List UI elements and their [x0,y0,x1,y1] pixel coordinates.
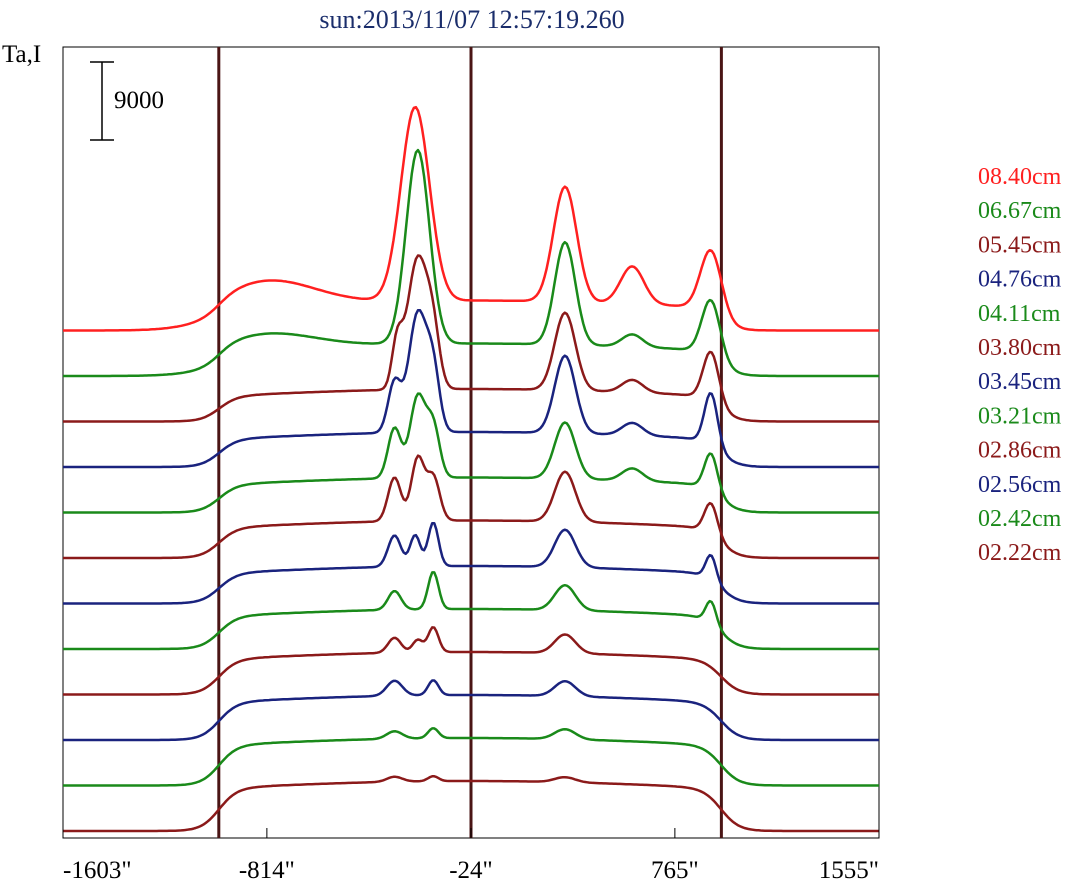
series-line-03.21cm [63,571,879,651]
x-tick-label: 765" [651,857,699,884]
series-line-08.40cm [63,105,879,332]
series-line-03.45cm [63,521,879,605]
legend-entry: 06.67cm [978,198,1062,224]
series-line-02.42cm [63,727,879,787]
legend-entry: 02.22cm [978,540,1062,566]
series-line-04.76cm [63,308,879,469]
legend-entry: 04.76cm [978,267,1062,293]
vertical-marker-lines [217,47,723,838]
x-tick-label: -814" [239,857,295,884]
y-axis-label: Ta,I [2,41,41,68]
legend-entry: 02.56cm [978,472,1062,498]
x-tick-label: -1603" [63,857,132,884]
series-line-06.67cm [63,148,879,378]
legend-entry: 03.45cm [978,369,1062,395]
x-tick-label: -24" [449,857,493,884]
series-line-02.22cm [63,775,879,833]
series-line-04.11cm [63,392,879,514]
legend-entry: 05.45cm [978,232,1062,258]
chart-title: sun:2013/11/07 12:57:19.260 [319,5,624,34]
legend-entry: 02.42cm [978,506,1062,532]
spectral-series-lines [63,105,879,833]
series-line-02.56cm [63,679,879,742]
legend-entry: 02.86cm [978,438,1062,464]
legend-entry: 03.80cm [978,335,1062,361]
x-tick-label: 1555" [819,857,879,884]
legend-entry: 04.11cm [978,301,1061,327]
legend-entry: 03.21cm [978,403,1062,429]
series-line-03.80cm [63,454,879,560]
legend: 08.40cm 06.67cm 05.45cm 04.76cm 04.11cm 03.80… [978,164,1062,566]
scale-bar-label: 9000 [114,87,164,114]
x-axis-ticks: -1603" -814" -24" 765" 1555" [62,828,880,884]
legend-entry: 08.40cm [978,164,1062,190]
series-line-02.86cm [63,626,879,696]
scale-bar: 9000 [90,61,164,141]
series-line-05.45cm [63,254,879,423]
